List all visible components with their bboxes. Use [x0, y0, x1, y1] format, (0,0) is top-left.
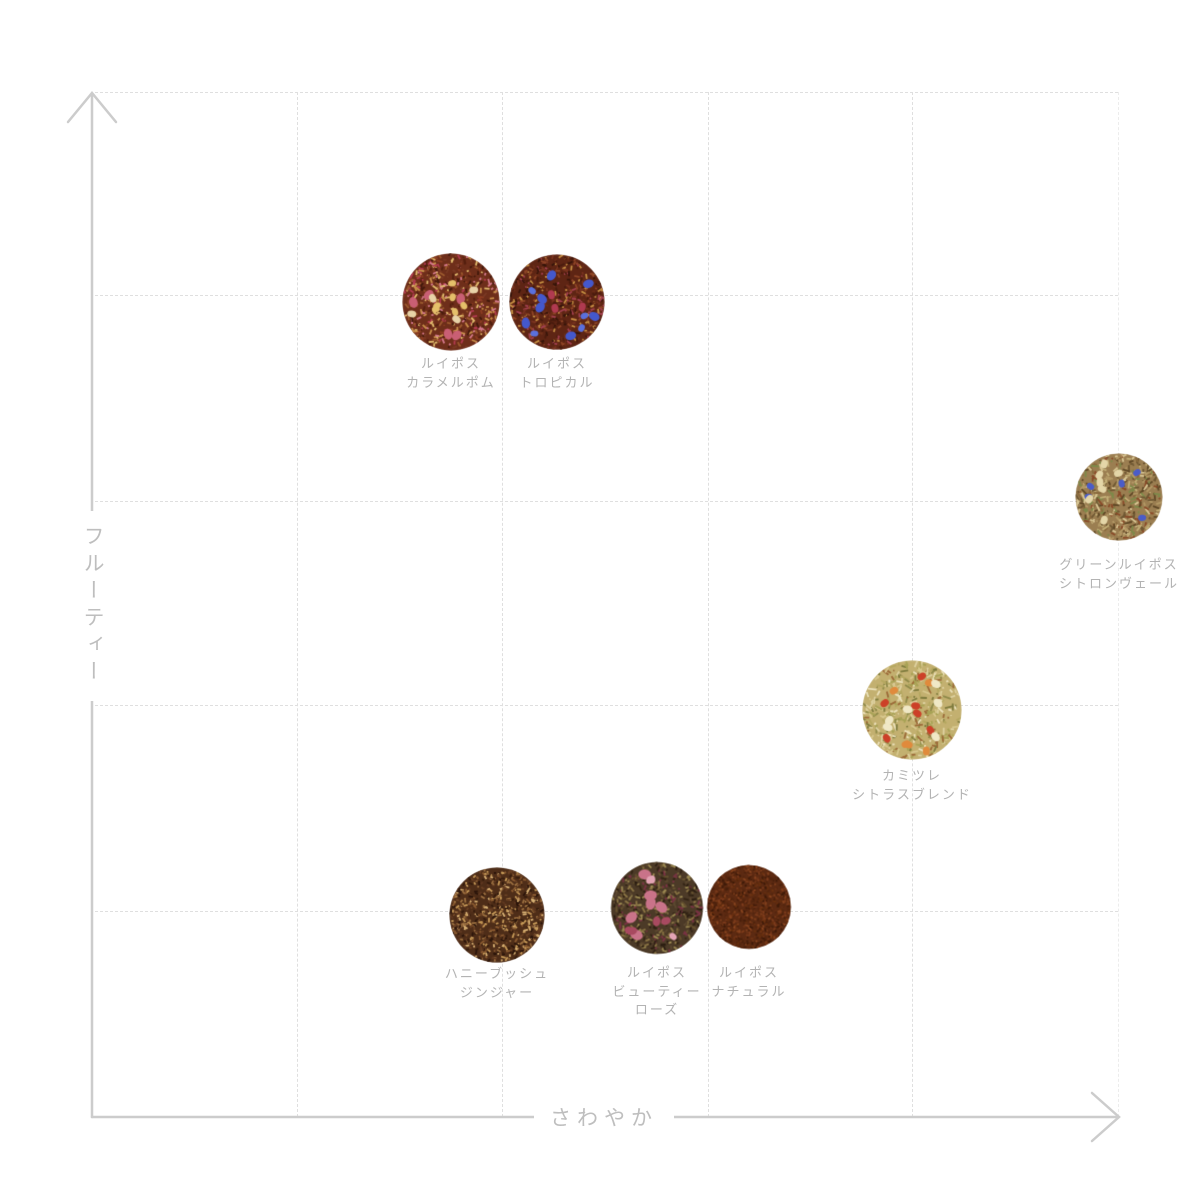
tea-photo-chamomile-citrus-blend[interactable] — [862, 660, 962, 760]
tea-label-line: ビューティー — [612, 983, 702, 999]
tea-label-line: カラメルポム — [406, 374, 496, 390]
x-axis-arrow-icon — [1090, 1091, 1121, 1143]
tea-label-rooibos-beauty-rose: ルイポスビューティー ローズ — [612, 964, 701, 1020]
tea-label-line: シトロンヴェール — [1058, 575, 1180, 591]
tea-label-line: カミツレ — [881, 768, 942, 783]
tea-photo-rooibos-beauty-rose[interactable] — [610, 861, 704, 955]
tea-label-line: ハニーブッシュ — [444, 966, 550, 981]
tea-label-chamomile-citrus-blend: カミツレシトラスブレンド — [852, 767, 972, 804]
tea-label-line: ジンジャー — [459, 984, 535, 1000]
tea-photo-rooibos-natural[interactable] — [706, 864, 792, 950]
tea-label-line: ルイポス — [626, 965, 688, 980]
tea-label-line: シトラスブレンド — [852, 786, 972, 802]
y-axis-arrow-icon — [66, 91, 118, 124]
y-axis-label: フルーティー — [75, 511, 109, 701]
tea-label-line: ルイポス — [718, 965, 780, 980]
tea-label-rooibos-natural: ルイポス ナチュラル — [711, 964, 786, 1001]
tea-label-rooibos-caramel-pomme: ルイポスカラメルポム — [406, 355, 496, 392]
tea-label-honeybush-ginger: ハニーブッシュ ジンジャー — [445, 965, 549, 1002]
tea-label-green-rooibos-citron-vert: グリーンルイポス シトロンヴェール — [1059, 556, 1179, 593]
tea-label-rooibos-tropical: ルイポス トロピカル — [519, 355, 594, 392]
tea-photo-honeybush-ginger[interactable] — [449, 867, 545, 963]
tea-label-line: ナチュラル — [711, 983, 787, 999]
tea-photo-rooibos-tropical[interactable] — [509, 254, 605, 350]
tea-photo-rooibos-caramel-pomme[interactable] — [402, 253, 500, 351]
tea-label-line: ルイポス — [526, 356, 588, 371]
tea-label-line: グリーンルイポス — [1059, 557, 1179, 572]
tea-label-line: ルイポス — [420, 356, 481, 371]
tea-label-line: トロピカル — [519, 374, 595, 390]
x-axis-label: さわやか — [534, 1100, 674, 1134]
tea-photo-green-rooibos-citron-vert[interactable] — [1075, 453, 1163, 541]
tea-label-line: ローズ — [634, 1002, 680, 1017]
